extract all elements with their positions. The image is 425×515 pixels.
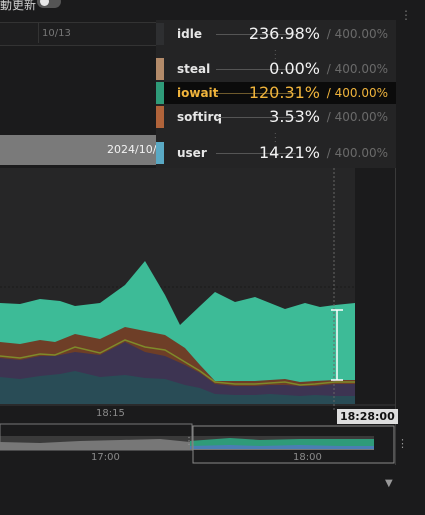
series-swatch (156, 106, 164, 128)
series-max: / 400.00% (326, 110, 388, 124)
overview-handle-right-icon[interactable]: ⋮ (397, 437, 408, 450)
overview-series-iowait (190, 438, 374, 447)
series-value: 3.53% (269, 107, 320, 126)
series-name: iowait (177, 86, 219, 100)
time-ruler: 10/13 (0, 22, 156, 46)
overview-handle-left-icon[interactable]: ⋮ (184, 436, 194, 447)
ruler-tick-label: 10/13 (42, 28, 71, 39)
series-swatch (156, 23, 164, 45)
cursor-marker (331, 309, 343, 381)
separator-dots: ... (274, 44, 277, 61)
series-max: / 400.00% (326, 62, 388, 76)
overview-tick-label: 17:00 (91, 452, 120, 463)
cursor-time-badge: 18:28:00 (337, 409, 398, 424)
tooltip-panel: idle 236.98% / 400.00% ... steal 0.00% /… (156, 20, 396, 168)
menu-dots-icon[interactable]: ⋮ (400, 8, 412, 22)
x-axis-tick-label: 18:15 (96, 408, 125, 419)
series-max: / 400.00% (326, 86, 388, 100)
overview-series-user (190, 445, 374, 449)
series-value: 14.21% (258, 143, 320, 162)
overview-selection (192, 425, 395, 464)
tooltip-row-steal: steal 0.00% / 400.00% (156, 58, 396, 80)
chevron-down-icon[interactable]: ▼ (385, 478, 393, 489)
auto-refresh-label: 動更新 (0, 0, 37, 12)
series-swatch (156, 58, 164, 80)
series-max: / 400.00% (326, 27, 388, 41)
overview-tick-label: 18:00 (293, 452, 322, 463)
leader-line (216, 69, 296, 70)
chart-right-border (395, 20, 396, 465)
ruler-tick (38, 23, 39, 43)
time-range-bar[interactable] (0, 135, 158, 165)
series-olive-line (0, 339, 355, 386)
tooltip-row-user: user 14.21% / 400.00% (156, 142, 396, 164)
series-swatch (156, 142, 164, 164)
leader-line (216, 153, 296, 154)
time-range-label: 2024/10/ (107, 143, 157, 156)
series-name: user (177, 146, 207, 160)
series-value: 0.00% (269, 59, 320, 78)
tooltip-row-iowait: iowait 120.31% / 400.00% (156, 82, 396, 104)
leader-line (216, 93, 296, 94)
series-value: 236.98% (248, 24, 320, 43)
separator-dots: ... (274, 127, 277, 144)
series-user-area (0, 371, 355, 404)
series-value: 120.31% (248, 83, 320, 102)
toggle-knob (40, 0, 49, 6)
toolbar: 動更新 ⋮ (0, 0, 425, 22)
series-max: / 400.00% (326, 146, 388, 160)
tooltip-row-idle: idle 236.98% / 400.00% (156, 23, 396, 45)
series-name: steal (177, 62, 211, 76)
tooltip-row-softirq: softirq 3.53% / 400.00% (156, 106, 396, 128)
leader-line (216, 34, 296, 35)
leader-line (216, 117, 296, 118)
series-swatch (156, 82, 164, 104)
series-name: softirq (177, 110, 222, 124)
auto-refresh-toggle[interactable] (37, 0, 61, 8)
series-name: idle (177, 27, 202, 41)
overview-window-left (0, 423, 193, 451)
